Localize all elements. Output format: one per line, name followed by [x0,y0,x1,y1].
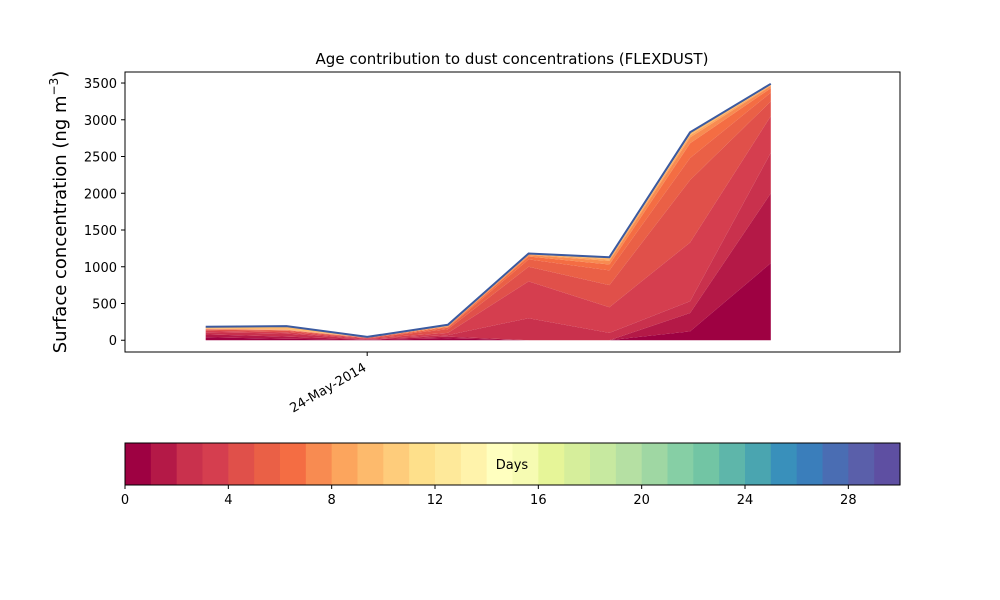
colorbar-segment [590,443,617,485]
area-band-day-4 [205,101,771,339]
colorbar-frame [124,442,901,486]
colorbar-segment [719,443,746,485]
colorbar-segment [435,443,462,485]
y-tick-label: 500 [92,297,117,312]
colorbar-tick-label: 20 [633,493,650,508]
colorbar-segment [848,443,875,485]
colorbar-segment [331,443,359,485]
colorbar-segment [150,443,178,485]
colorbar-segment [383,443,410,485]
colorbar-segment [770,443,798,485]
y-axis-label-superscript: −3 [47,78,61,96]
colorbar-segment [460,443,488,485]
y-tick-label: 1000 [84,261,117,276]
colorbar-segment [874,443,901,485]
plot-frame [124,71,901,353]
colorbar-tick-label: 24 [737,493,754,508]
colorbar-segment [254,443,281,485]
y-axis-label: Surface concentration (ng m−3) [47,71,71,354]
colorbar-segment [641,443,669,485]
y-axis-label-main: Surface concentration (ng m [50,95,71,353]
total-outline-line [205,82,772,338]
colorbar-segment [409,443,436,485]
y-tick-label: 3500 [84,77,117,92]
y-tick-label: 2500 [84,151,117,166]
colorbar-tick-label: 8 [328,493,336,508]
area-band-day-0 [205,263,771,341]
colorbar-segment [486,443,514,485]
colorbar-segment [693,443,720,485]
colorbar-segment [822,443,849,485]
colorbar-segment [357,443,384,485]
colorbar-segment [745,443,772,485]
plot-area [124,71,901,353]
colorbar-segment [305,443,333,485]
colorbar-tick-label: 12 [427,493,444,508]
y-tick-label: 3000 [84,114,117,129]
colorbar-tick-label: 28 [840,493,857,508]
colorbar-segment [796,443,824,485]
colorbar-segment [125,443,152,485]
colorbar-tick-label: 0 [121,493,129,508]
y-axis: 0 500 1000 1500 2000 2500 3000 3500 [84,77,125,349]
y-axis-label-suffix: ) [50,71,71,78]
colorbar-segment [512,443,539,485]
colorbar-segment [564,443,591,485]
colorbar-segment [538,443,565,485]
colorbar-segment [228,443,255,485]
colorbar-label: Days [496,458,529,473]
colorbar: 0 4 8 12 16 20 24 28 [121,442,901,508]
y-tick-label: 0 [109,334,117,349]
colorbar-segment [202,443,229,485]
colorbar-segment [667,443,694,485]
y-tick-label: 1500 [84,224,117,239]
chart-title: Age contribution to dust concentrations … [316,50,709,68]
colorbar-segment [280,443,307,485]
colorbar-segment [176,443,204,485]
colorbar-tick-label: 4 [224,493,232,508]
colorbar-segment [615,443,643,485]
colorbar-tick-label: 16 [530,493,547,508]
y-tick-label: 2000 [84,187,117,202]
area-band-day-5 [205,92,771,338]
